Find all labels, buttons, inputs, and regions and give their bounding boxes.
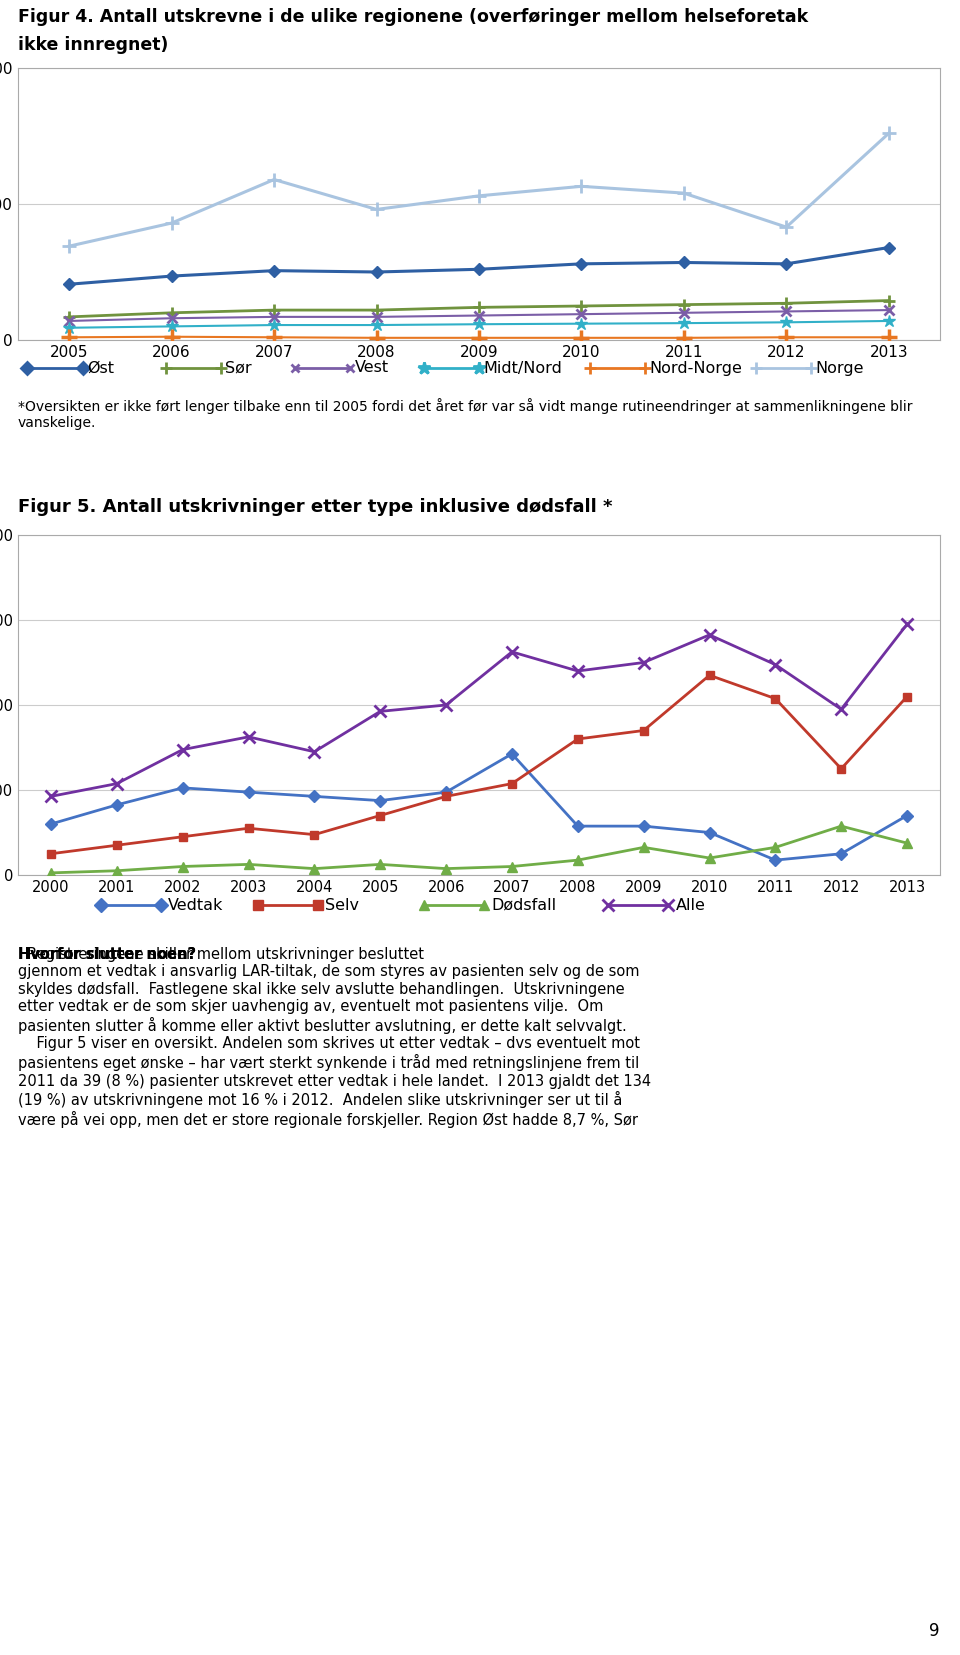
Text: Midt/Nord: Midt/Nord bbox=[484, 361, 563, 376]
Text: Norge: Norge bbox=[816, 361, 864, 376]
Text: Vedtak: Vedtak bbox=[168, 897, 224, 912]
Text: Sør: Sør bbox=[226, 361, 252, 376]
Text: Alle: Alle bbox=[676, 897, 706, 912]
Text: Hvorfor slutter noen?: Hvorfor slutter noen? bbox=[18, 947, 196, 962]
Text: Vest: Vest bbox=[354, 361, 389, 376]
Text: Dødsfall: Dødsfall bbox=[491, 897, 556, 912]
Text: Nord-Norge: Nord-Norge bbox=[650, 361, 742, 376]
Text: Figur 4. Antall utskrevne i de ulike regionene (overføringer mellom helseforetak: Figur 4. Antall utskrevne i de ulike reg… bbox=[18, 8, 808, 26]
Text: Øst: Øst bbox=[87, 361, 114, 376]
Text: ikke innregnet): ikke innregnet) bbox=[18, 36, 168, 55]
Text: Hvorfor slutter noen?: Hvorfor slutter noen? bbox=[18, 947, 196, 962]
Text: Registreringene skiller mellom utskrivninger besluttet
gjennom et vedtak i ansva: Registreringene skiller mellom utskrivni… bbox=[18, 947, 651, 1129]
Text: *Oversikten er ikke ført lenger tilbake enn til 2005 fordi det året før var så v: *Oversikten er ikke ført lenger tilbake … bbox=[18, 397, 913, 430]
Text: Selv: Selv bbox=[325, 897, 359, 912]
Text: 9: 9 bbox=[929, 1622, 940, 1640]
Text: Figur 5. Antall utskrivninger etter type inklusive dødsfall *: Figur 5. Antall utskrivninger etter type… bbox=[18, 498, 612, 516]
